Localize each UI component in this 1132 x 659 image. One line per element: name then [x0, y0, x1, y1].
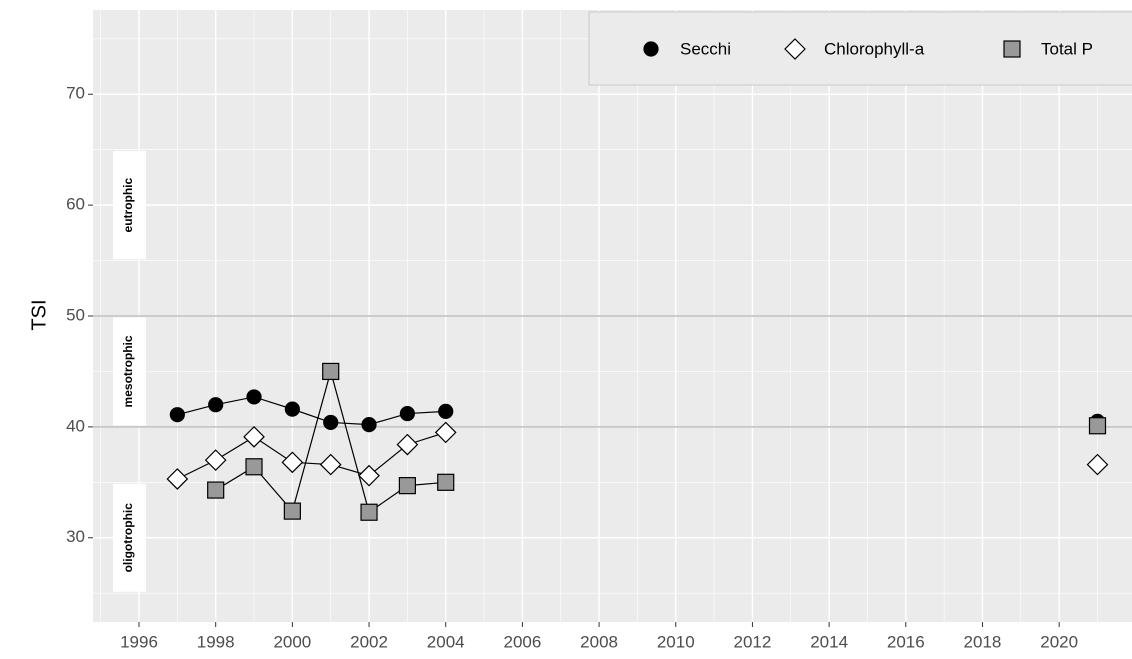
y-axis-title: TSI: [28, 299, 50, 330]
zone-label: mesotrophic: [121, 335, 135, 407]
marker: [784, 38, 806, 60]
marker: [1088, 417, 1107, 435]
marker: [396, 433, 419, 456]
marker: [398, 477, 416, 495]
marker: [434, 421, 457, 444]
x-tick-label: 2000: [273, 632, 311, 651]
marker: [1003, 40, 1021, 58]
marker: [360, 503, 378, 521]
x-tick-label: 2010: [657, 632, 695, 651]
zone-label-box: [113, 317, 146, 426]
x-tick-label: 2004: [427, 632, 465, 651]
legend-label: Total P: [1041, 39, 1093, 58]
legend-label: Chlorophyll-a: [824, 39, 925, 58]
marker: [1086, 453, 1109, 476]
marker: [207, 481, 225, 499]
x-tick-label: 2012: [734, 632, 772, 651]
marker: [245, 458, 263, 476]
x-tick-label: 1996: [120, 632, 158, 651]
marker: [437, 473, 455, 491]
x-tick-label: 2016: [887, 632, 925, 651]
marker: [319, 453, 342, 476]
x-tick-label: 2002: [350, 632, 388, 651]
x-tick-label: 2018: [964, 632, 1002, 651]
y-tick-label: 70: [66, 84, 85, 103]
x-tick-label: 1998: [197, 632, 235, 651]
marker: [283, 502, 301, 520]
marker: [281, 451, 304, 474]
marker: [323, 414, 339, 431]
marker: [322, 362, 340, 381]
marker: [246, 389, 262, 405]
y-tick-label: 50: [66, 305, 85, 324]
marker: [399, 405, 415, 422]
y-tick-label: 60: [66, 195, 85, 214]
zone-label-box: [113, 483, 146, 592]
x-tick-label: 2006: [503, 632, 541, 651]
marker: [643, 41, 659, 57]
x-tick-label: 2008: [580, 632, 618, 651]
marker: [438, 403, 454, 419]
zone-label: eutrophic: [121, 177, 135, 232]
x-tick-label: 2020: [1040, 632, 1078, 651]
marker: [204, 449, 227, 471]
zone-label-box: [113, 151, 146, 260]
legend-box: [588, 11, 1132, 86]
y-tick-label: 30: [66, 527, 85, 546]
zone-label: oligotrophic: [121, 503, 135, 573]
marker: [284, 401, 300, 417]
marker: [361, 417, 377, 433]
legend-label: Secchi: [680, 39, 731, 58]
marks: [166, 362, 1109, 521]
marker: [358, 464, 380, 487]
marker: [208, 397, 224, 413]
y-tick-label: 40: [66, 416, 85, 435]
marker: [169, 407, 185, 423]
marker: [243, 425, 265, 448]
marker: [166, 468, 189, 490]
x-tick-label: 2014: [810, 632, 848, 651]
